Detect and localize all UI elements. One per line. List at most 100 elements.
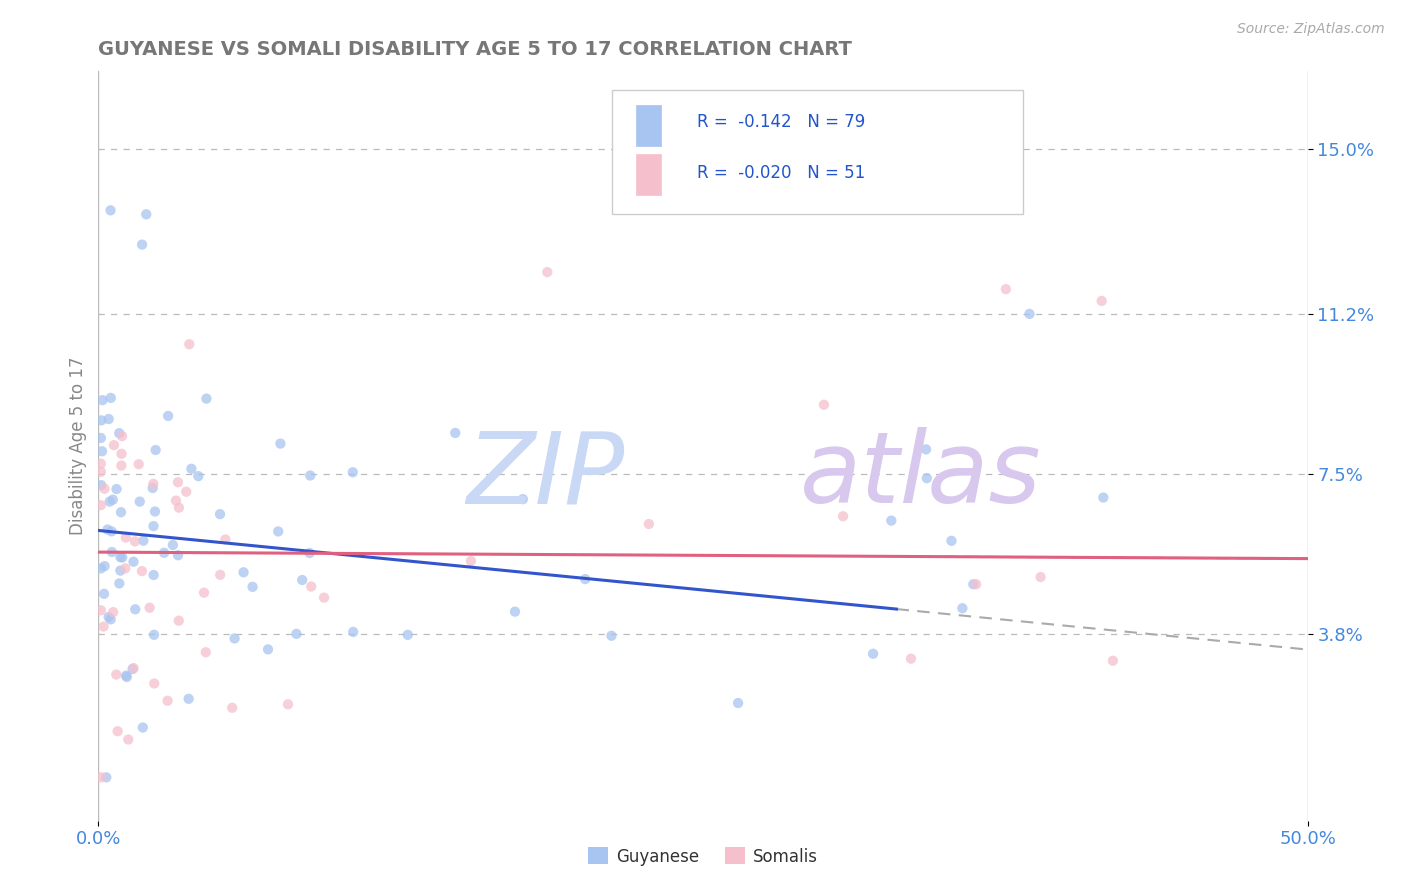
Point xyxy=(100,612,122,626)
Point xyxy=(108,576,131,591)
FancyBboxPatch shape xyxy=(637,153,661,195)
Point xyxy=(98,494,121,508)
Point xyxy=(994,282,1017,296)
Point xyxy=(110,447,132,461)
Point xyxy=(90,457,112,471)
Point xyxy=(124,602,146,616)
Point xyxy=(93,559,115,574)
FancyBboxPatch shape xyxy=(613,90,1024,214)
Point xyxy=(832,483,855,498)
Point xyxy=(90,561,112,575)
Point xyxy=(103,605,125,619)
Point xyxy=(187,469,209,483)
Point xyxy=(101,492,124,507)
Point xyxy=(221,700,243,714)
Point xyxy=(131,237,153,252)
Point xyxy=(224,632,246,646)
Point xyxy=(93,482,115,496)
Point xyxy=(1091,293,1114,308)
Point xyxy=(312,591,335,605)
Point xyxy=(503,605,526,619)
Text: ZIP: ZIP xyxy=(467,427,624,524)
Point xyxy=(114,561,136,575)
Point xyxy=(574,572,596,586)
Point xyxy=(232,566,254,580)
Point xyxy=(965,577,987,591)
Point xyxy=(1029,570,1052,584)
Point xyxy=(167,475,190,490)
Point xyxy=(96,770,118,784)
Point xyxy=(727,696,749,710)
Point xyxy=(174,484,197,499)
Point xyxy=(135,207,157,221)
Point xyxy=(96,523,118,537)
Point xyxy=(122,555,145,569)
Point xyxy=(145,442,167,457)
Point xyxy=(298,546,321,560)
Y-axis label: Disability Age 5 to 17: Disability Age 5 to 17 xyxy=(69,357,87,535)
Point xyxy=(100,524,122,539)
Point xyxy=(941,533,963,548)
Point xyxy=(536,265,558,279)
Point xyxy=(117,732,139,747)
Point xyxy=(138,600,160,615)
Point xyxy=(194,645,217,659)
Point xyxy=(115,670,138,684)
Point xyxy=(142,568,165,582)
Point xyxy=(110,550,132,565)
Point xyxy=(111,429,134,443)
Point xyxy=(128,457,150,471)
Text: R =  -0.020   N = 51: R = -0.020 N = 51 xyxy=(697,163,865,181)
Point xyxy=(179,337,201,351)
Point xyxy=(460,554,482,568)
Point xyxy=(132,533,155,548)
Point xyxy=(90,413,112,427)
Point xyxy=(100,391,122,405)
Point xyxy=(105,667,128,681)
Point xyxy=(97,610,120,624)
Point xyxy=(165,493,187,508)
Point xyxy=(600,629,623,643)
Point xyxy=(93,587,115,601)
Point xyxy=(880,514,903,528)
Point xyxy=(91,393,114,408)
Point xyxy=(111,550,134,565)
Point xyxy=(396,628,419,642)
Point xyxy=(512,492,534,507)
Point xyxy=(950,601,973,615)
Point xyxy=(131,564,153,578)
Point xyxy=(142,519,165,533)
Point xyxy=(105,482,128,496)
Point xyxy=(142,476,165,491)
Text: GUYANESE VS SOMALI DISABILITY AGE 5 TO 17 CORRELATION CHART: GUYANESE VS SOMALI DISABILITY AGE 5 TO 1… xyxy=(98,39,852,59)
Point xyxy=(342,624,364,639)
Point xyxy=(208,507,231,521)
Point xyxy=(156,694,179,708)
Point xyxy=(110,505,132,519)
Point xyxy=(167,614,190,628)
Point xyxy=(195,392,218,406)
Point xyxy=(1092,491,1115,505)
Point xyxy=(110,564,132,578)
Point xyxy=(97,412,120,426)
Point xyxy=(637,516,659,531)
Point xyxy=(143,676,166,690)
FancyBboxPatch shape xyxy=(637,105,661,146)
Point xyxy=(153,546,176,560)
Point xyxy=(142,481,165,495)
Point xyxy=(862,647,884,661)
Point xyxy=(299,468,322,483)
Point xyxy=(177,691,200,706)
Point xyxy=(257,642,280,657)
Text: R =  -0.142   N = 79: R = -0.142 N = 79 xyxy=(697,113,865,131)
Point xyxy=(193,585,215,599)
Point xyxy=(108,426,131,441)
Point xyxy=(90,770,112,784)
Text: Source: ZipAtlas.com: Source: ZipAtlas.com xyxy=(1237,22,1385,37)
Point xyxy=(114,531,136,545)
Point xyxy=(180,462,202,476)
Point xyxy=(91,444,114,458)
Point xyxy=(143,628,166,642)
Point xyxy=(299,580,322,594)
Point xyxy=(90,431,112,445)
